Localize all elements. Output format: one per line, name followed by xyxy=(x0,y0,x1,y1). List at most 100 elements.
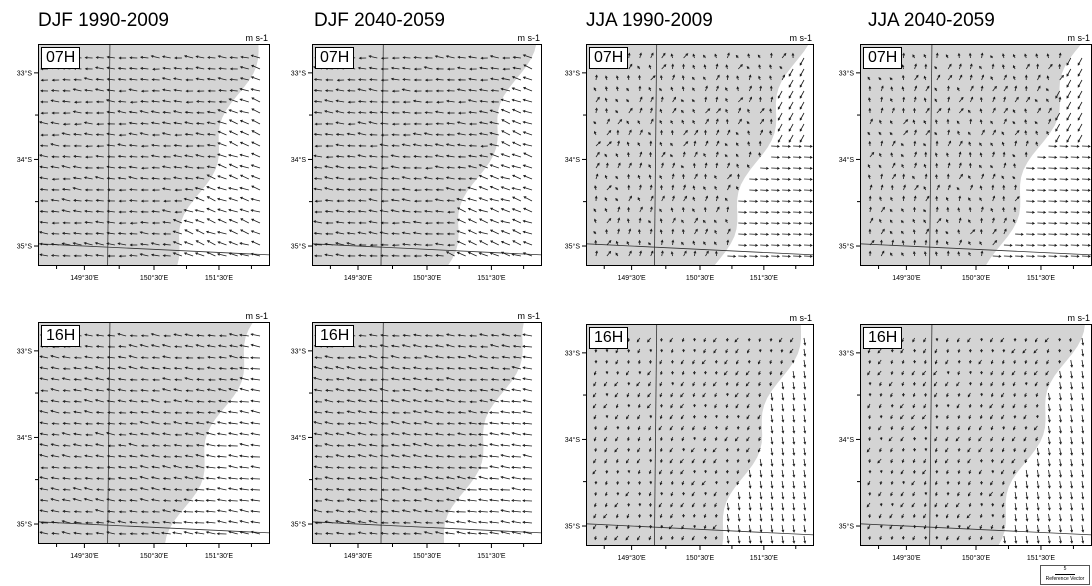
wind-vector xyxy=(239,421,249,425)
wind-vector xyxy=(162,77,171,81)
wind-vector-head xyxy=(457,78,461,82)
wind-vector-head xyxy=(250,498,254,502)
wind-vector-head xyxy=(205,531,209,534)
wind-vector-head xyxy=(893,173,896,177)
wind-vector-head xyxy=(703,76,706,80)
wind-vector-head xyxy=(605,360,609,364)
wind-vector xyxy=(799,134,805,143)
wind-vector-head xyxy=(447,243,451,247)
wind-vector xyxy=(523,175,533,180)
wind-vector-head xyxy=(391,56,395,60)
wind-vector-head xyxy=(118,210,122,214)
wind-vector-head xyxy=(95,100,99,104)
wind-vector xyxy=(118,477,127,480)
wind-vector-head xyxy=(479,154,483,158)
wind-vector-head xyxy=(889,77,893,81)
wind-vector-head xyxy=(680,109,684,113)
wind-vector-head xyxy=(616,129,620,133)
wind-vector-head xyxy=(40,111,44,115)
wind-vector-head xyxy=(680,383,684,387)
wind-vector-head xyxy=(239,242,243,245)
wind-vector xyxy=(239,110,249,114)
wind-vector-head xyxy=(740,63,743,67)
wind-vector-head xyxy=(61,209,65,212)
wind-vector xyxy=(1014,196,1020,202)
wind-vector xyxy=(788,112,794,121)
wind-vector-head xyxy=(435,334,439,337)
wind-vector-head xyxy=(467,229,471,233)
wind-vector xyxy=(617,218,620,224)
wind-vector-head xyxy=(705,85,708,89)
wind-vector xyxy=(683,130,688,136)
wind-vector xyxy=(73,242,82,246)
wind-vector xyxy=(95,509,104,513)
wind-vector-head xyxy=(118,532,122,536)
wind-vector-head xyxy=(72,209,76,213)
wind-vector-head xyxy=(196,356,200,360)
wind-vector-head xyxy=(379,498,383,501)
wind-vector-head xyxy=(206,388,210,392)
wind-vector-head xyxy=(239,174,243,178)
wind-vector xyxy=(672,108,677,114)
wind-vector xyxy=(184,252,194,257)
wind-vector-head xyxy=(50,198,54,202)
wind-vector-head xyxy=(413,254,417,258)
wind-vector-head xyxy=(50,454,54,458)
wind-vector-head xyxy=(162,110,166,114)
wind-vector xyxy=(512,389,521,392)
wind-vector-head xyxy=(809,210,813,214)
wind-vector-head xyxy=(680,361,684,365)
wind-vector xyxy=(152,521,160,524)
wind-vector-head xyxy=(325,389,329,392)
wind-vector xyxy=(240,141,249,147)
wind-vector-head xyxy=(128,176,132,179)
wind-vector-head xyxy=(1016,96,1019,100)
wind-vector xyxy=(490,153,499,158)
wind-vector-head xyxy=(902,107,905,111)
wind-vector xyxy=(491,378,499,381)
wind-vector-head xyxy=(522,219,526,223)
wind-vector-head xyxy=(1087,243,1091,247)
wind-vector xyxy=(435,155,444,158)
wind-vector-head xyxy=(61,132,65,135)
wind-vector-head xyxy=(990,207,994,211)
wind-vector xyxy=(716,130,719,136)
wind-vector-head xyxy=(50,89,54,92)
wind-vector xyxy=(140,476,149,480)
wind-vector xyxy=(650,75,656,81)
wind-vector xyxy=(457,67,466,70)
wind-vector-head xyxy=(489,343,493,347)
wind-vector xyxy=(62,531,71,535)
wind-vector-head xyxy=(769,338,773,342)
wind-vector-head xyxy=(368,355,372,358)
wind-vector-head xyxy=(1065,254,1069,258)
wind-vector xyxy=(217,487,227,491)
wind-vector-head xyxy=(346,376,350,380)
wind-vector xyxy=(230,90,238,92)
wind-vector-head xyxy=(84,221,88,224)
wind-vector-head xyxy=(239,164,243,168)
wind-vector-head xyxy=(691,99,695,103)
wind-vector xyxy=(458,166,466,169)
wind-vector xyxy=(96,57,104,59)
wind-vector xyxy=(1066,57,1072,66)
wind-vector-head xyxy=(162,220,166,224)
wind-vector xyxy=(73,199,82,202)
wind-vector xyxy=(63,390,71,392)
wind-vector-head xyxy=(489,398,493,402)
column-title-djf-2040-2059: DJF 2040-2059 xyxy=(314,10,445,31)
wind-vector xyxy=(468,56,477,59)
wind-vector xyxy=(40,243,49,246)
wind-vector-head xyxy=(346,498,350,501)
wind-vector-head xyxy=(413,243,417,246)
wind-vector-head xyxy=(435,466,439,469)
wind-vector-head xyxy=(391,532,395,536)
wind-vector xyxy=(436,334,444,337)
wind-vector xyxy=(958,240,962,246)
wind-vector xyxy=(501,465,510,469)
wind-vector xyxy=(788,79,794,88)
wind-vector xyxy=(436,78,444,81)
wind-vector xyxy=(195,252,205,257)
wind-vector xyxy=(777,112,783,121)
wind-vector-head xyxy=(357,154,361,157)
